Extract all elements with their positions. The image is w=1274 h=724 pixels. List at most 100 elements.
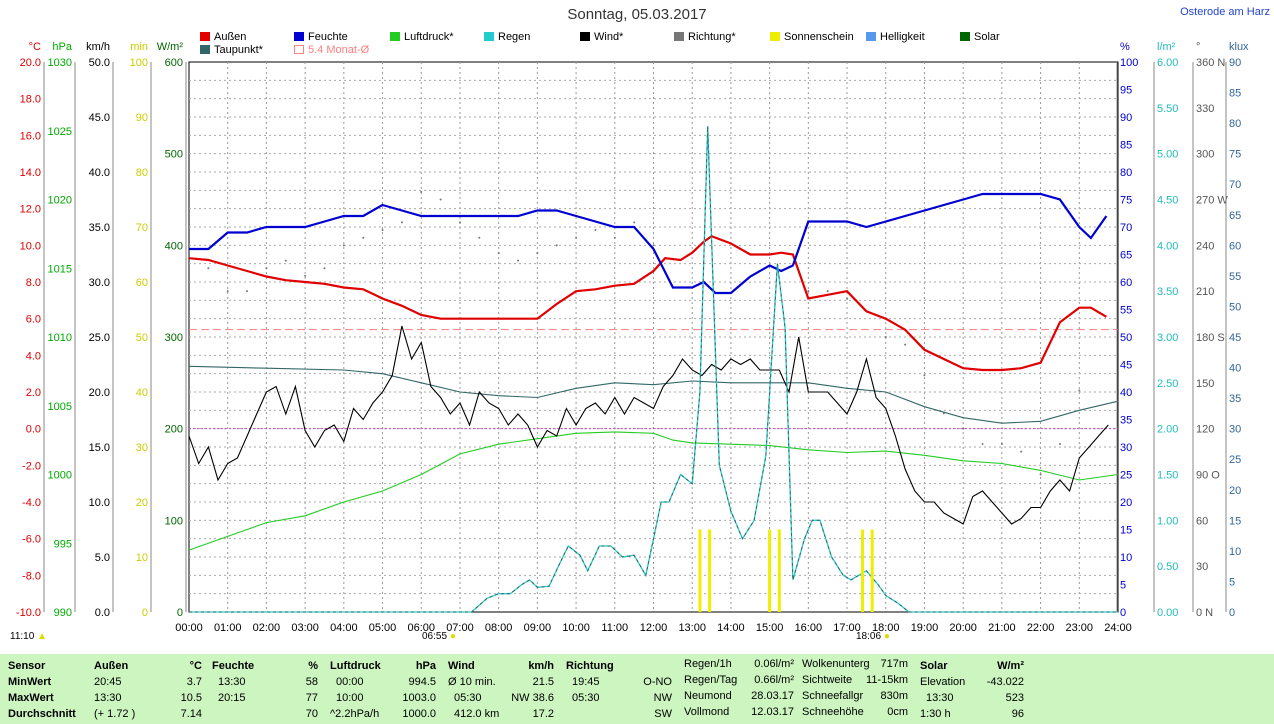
row-value: 1000.0 (402, 708, 436, 720)
legend-item: Sonnenschein (770, 31, 854, 43)
right-axis-tick: 2.00 (1157, 424, 1178, 436)
direction-point (400, 221, 403, 224)
left-axis-tick: 0 (142, 607, 148, 619)
right-axis-tick: 5.00 (1157, 149, 1178, 161)
row-value: 994.5 (408, 676, 436, 688)
row-key: Vollmond (684, 706, 730, 718)
direction-point (497, 251, 500, 254)
feuchte-row: 20:15 77 (212, 690, 318, 706)
left-axis-tick: 45.0 (89, 112, 110, 124)
right-axis-tick: 10 (1120, 552, 1132, 564)
legend-label: Sonnenschein (784, 31, 854, 43)
x-tick-label: 07:00 (446, 622, 474, 634)
x-tick-label: 18:00 (872, 622, 900, 634)
row-value: -43.022 (986, 676, 1024, 688)
direction-point (1000, 442, 1003, 445)
right-axis-tick: 30 (1229, 424, 1241, 436)
direction-point (923, 374, 926, 377)
left-axis-tick: 4.0 (26, 350, 41, 362)
x-tick-label: 15:00 (756, 622, 784, 634)
aussen-title: Außen (94, 660, 129, 672)
wind-row: Ø 10 min. 21.5 (448, 674, 554, 690)
right-axis-tick: 100 (1120, 57, 1138, 69)
right-axis-tick: 5 (1120, 580, 1126, 592)
left-axis-unit: hPa (52, 41, 72, 53)
series-taupunkt (188, 365, 1119, 424)
x-tick-label: 16:00 (795, 622, 823, 634)
direction-point (555, 244, 558, 247)
aussen-unit: °C (189, 660, 202, 672)
series-luftdruck (188, 431, 1119, 551)
solar-header: Solar W/m² (920, 658, 1024, 674)
row-key: 05:30 (572, 692, 600, 704)
regen-row: Regen/Tag 0.66l/m² (684, 672, 794, 688)
regen-column: Regen/1h 0.06l/m² Regen/Tag 0.66l/m² Neumo… (684, 656, 794, 720)
direction-point (207, 267, 210, 270)
row-key: 13:30 (926, 692, 954, 704)
right-axis-tick: 65 (1229, 210, 1241, 222)
luftdruck-title: Luftdruck (330, 660, 381, 672)
direction-point (323, 267, 326, 270)
right-axis-tick: 5 (1229, 576, 1235, 588)
legend-label: Luftdruck* (404, 31, 454, 43)
direction-point (904, 343, 907, 346)
wind-row: 05:30 NW 38.6 (448, 690, 554, 706)
legend-item: 5.4 Monat-Ø (294, 44, 369, 56)
right-axis-tick: 6.00 (1157, 57, 1178, 69)
feuchte-row: 13:30 58 (212, 674, 318, 690)
left-axis-tick: 400 (165, 240, 183, 252)
row-key: Wolkenunterg (802, 658, 870, 670)
direction-point (246, 290, 249, 293)
x-tick-label: 01:00 (214, 622, 242, 634)
feuchte-title: Feuchte (212, 660, 255, 672)
left-axis-tick: 0.0 (95, 607, 110, 619)
right-axis-tick: 40 (1120, 387, 1132, 399)
legend-swatch (866, 32, 876, 41)
stats-footer: Sensor MinWert MaxWert Durchschnitt Auße… (0, 654, 1274, 724)
left-axis-tick: 1010 (48, 332, 72, 344)
right-axis-tick: 240 (1196, 240, 1214, 252)
weather-chart: 00:00 01:00 02:00 03:00 04:00 05:00 06:00 07:00… (16, 41, 1249, 634)
legend-item: Regen (484, 31, 530, 43)
row-value: 0.66l/m² (754, 674, 794, 686)
direction-point (478, 236, 481, 239)
right-axis-tick: 25 (1229, 454, 1241, 466)
direction-point (594, 229, 597, 232)
right-axis-tick: 70 (1229, 179, 1241, 191)
wolken-row: Schneehöhe 0cm (802, 704, 908, 720)
right-axis-tick: 3.00 (1157, 332, 1178, 344)
legend-item: Helligkeit (866, 31, 925, 43)
direction-point (439, 198, 442, 201)
row-key: (+ 1.72 ) (94, 708, 136, 720)
right-axis-unit: l/m² (1157, 41, 1176, 53)
left-axis-tick: 6.0 (26, 314, 41, 326)
right-axis-tick: 4.00 (1157, 240, 1178, 252)
solar-row: 1:30 h 96 (920, 706, 1024, 722)
left-axis-tick: 15.0 (89, 442, 110, 454)
x-tick-label: 02:00 (253, 622, 281, 634)
series-regen-overlay (189, 126, 1118, 613)
luftdruck-header: Luftdruck hPa (330, 658, 436, 674)
legend-swatch (960, 32, 970, 41)
x-tick-label: 20:00 (949, 622, 977, 634)
left-axis-tick: 60 (136, 277, 148, 289)
left-axis-tick: 995 (54, 538, 72, 550)
legend-item: Wind* (580, 31, 623, 43)
x-tick-label: 13:00 (678, 622, 706, 634)
direction-point (884, 336, 887, 338)
left-axis-tick: 70 (136, 222, 148, 234)
right-axis-tick: 50 (1120, 332, 1132, 344)
right-axis-tick: 2.50 (1157, 378, 1178, 390)
left-axis-tick: 35.0 (89, 222, 110, 234)
right-axis-tick: 50 (1229, 301, 1241, 313)
luftdruck-row: ^2.2hPa/h 1000.0 (330, 706, 436, 722)
x-tick-label: 06:00 (407, 622, 435, 634)
row-key: 412.0 km (454, 708, 500, 720)
right-axis-tick: 270 W (1196, 195, 1228, 207)
direction-point (1078, 389, 1081, 392)
row-value: 11-15km (866, 674, 908, 686)
legend-item: Feuchte (294, 31, 348, 43)
direction-point (1039, 473, 1042, 476)
left-axis-tick: 10.0 (20, 240, 41, 252)
left-axis-unit: W/m² (157, 41, 184, 53)
